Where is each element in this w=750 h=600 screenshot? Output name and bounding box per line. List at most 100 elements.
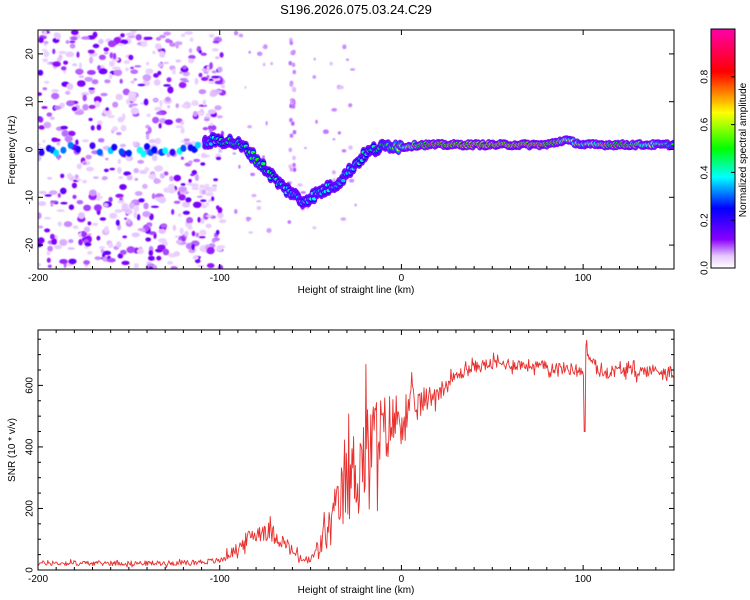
- noise-blob: [188, 55, 196, 60]
- noise-blob: [71, 30, 79, 35]
- noise-speck: [247, 125, 252, 129]
- spectrogram-x-label: Height of straight line (km): [298, 285, 415, 296]
- noise-blob: [121, 260, 130, 266]
- noise-blob: [162, 248, 170, 256]
- noise-blob: [107, 258, 116, 263]
- snr-y-ticks: 0 200 400 600: [25, 338, 674, 573]
- noise-speck: [234, 209, 238, 214]
- noise-blob: [59, 259, 68, 264]
- noise-blob: [64, 135, 73, 143]
- noise-blob: [42, 139, 46, 143]
- noise-blob: [205, 192, 214, 197]
- noise-blob: [200, 162, 206, 166]
- y-tick-label: -10: [25, 190, 36, 205]
- colorbar-frame: [710, 28, 736, 269]
- noise-blob: [198, 236, 206, 239]
- noise-column: [292, 155, 296, 161]
- x-tick-label: 100: [575, 273, 592, 284]
- x-tick-label: -200: [28, 273, 48, 284]
- colorbar-label: Normalized spectral amplitude: [738, 82, 749, 217]
- noise-speck: [262, 155, 265, 160]
- noise-blob: [96, 197, 101, 201]
- noise-blob: [74, 174, 79, 180]
- noise-blob: [38, 69, 44, 76]
- noise-blob: [119, 143, 127, 148]
- noise-ridge-blob: [89, 142, 96, 150]
- noise-blob: [157, 196, 167, 204]
- noise-blob: [201, 154, 210, 158]
- noise-blob: [119, 184, 127, 190]
- noise-blob: [116, 132, 122, 136]
- noise-blob: [131, 200, 137, 204]
- noise-blob: [180, 120, 184, 126]
- noise-speck: [348, 178, 355, 183]
- noise-blob: [120, 33, 125, 38]
- noise-blob: [38, 263, 42, 267]
- noise-blob: [81, 230, 87, 238]
- noise-blob: [181, 104, 188, 108]
- noise-speck: [304, 147, 307, 149]
- noise-blob: [47, 245, 53, 252]
- noise-blob: [143, 202, 149, 210]
- noise-blob: [201, 76, 209, 81]
- noise-blob: [72, 225, 79, 230]
- noise-blob: [86, 233, 92, 236]
- noise-column: [289, 40, 294, 46]
- x-tick-label: 100: [575, 574, 592, 585]
- noise-blob: [217, 211, 224, 219]
- noise-blob: [76, 178, 82, 182]
- noise-ridge-blob: [169, 148, 176, 156]
- noise-blob: [88, 117, 93, 122]
- noise-blob: [152, 50, 156, 55]
- noise-ridge-blob: [60, 146, 67, 154]
- noise-speck: [297, 183, 303, 187]
- noise-blob: [174, 41, 183, 46]
- noise-blob: [146, 61, 150, 66]
- noise-blob: [188, 222, 192, 229]
- noise-ridge-blob: [96, 148, 103, 156]
- noise-blob: [126, 246, 136, 254]
- noise-blob: [43, 30, 47, 36]
- noise-blob: [211, 75, 220, 79]
- snr-x-ticks: -200 -100 0 100: [28, 330, 675, 585]
- noise-blob: [212, 40, 219, 44]
- noise-blob: [112, 66, 121, 70]
- x-tick-label: -100: [210, 273, 230, 284]
- noise-blob: [137, 83, 146, 87]
- noise-blob: [146, 113, 151, 118]
- noise-column: [291, 50, 296, 56]
- colorbar-tick-label: 0.6: [700, 117, 711, 131]
- noise-blob: [179, 71, 183, 74]
- noise-blob: [202, 68, 207, 72]
- noise-blob: [51, 92, 60, 100]
- noise-blob: [204, 183, 210, 187]
- noise-blob: [46, 251, 51, 256]
- noise-blob: [198, 104, 207, 107]
- spectrogram-y-ticks: -20 -10 0 10 20: [25, 48, 674, 252]
- noise-blob: [117, 200, 125, 204]
- noise-blob: [38, 201, 47, 207]
- noise-blob: [56, 141, 61, 146]
- y-tick-label: 600: [25, 377, 36, 394]
- noise-blob: [81, 36, 90, 40]
- noise-blob: [125, 67, 129, 72]
- noise-blob: [100, 248, 104, 254]
- noise-blob: [112, 52, 117, 60]
- snr-x-label: Height of straight line (km): [298, 585, 415, 596]
- noise-blob: [123, 171, 132, 176]
- noise-blob: [188, 160, 193, 164]
- noise-blob: [41, 106, 48, 109]
- noise-blob: [170, 266, 178, 269]
- noise-blob: [191, 243, 195, 251]
- noise-speck: [238, 33, 244, 38]
- noise-blob: [82, 104, 89, 111]
- noise-blob: [82, 179, 87, 184]
- noise-blob: [84, 242, 92, 247]
- noise-blob: [57, 193, 61, 198]
- noise-speck: [250, 172, 256, 177]
- noise-blob: [44, 216, 51, 220]
- noise-blob: [38, 125, 45, 130]
- noise-blob: [104, 109, 112, 116]
- noise-blob: [132, 141, 137, 146]
- noise-blob: [128, 91, 137, 99]
